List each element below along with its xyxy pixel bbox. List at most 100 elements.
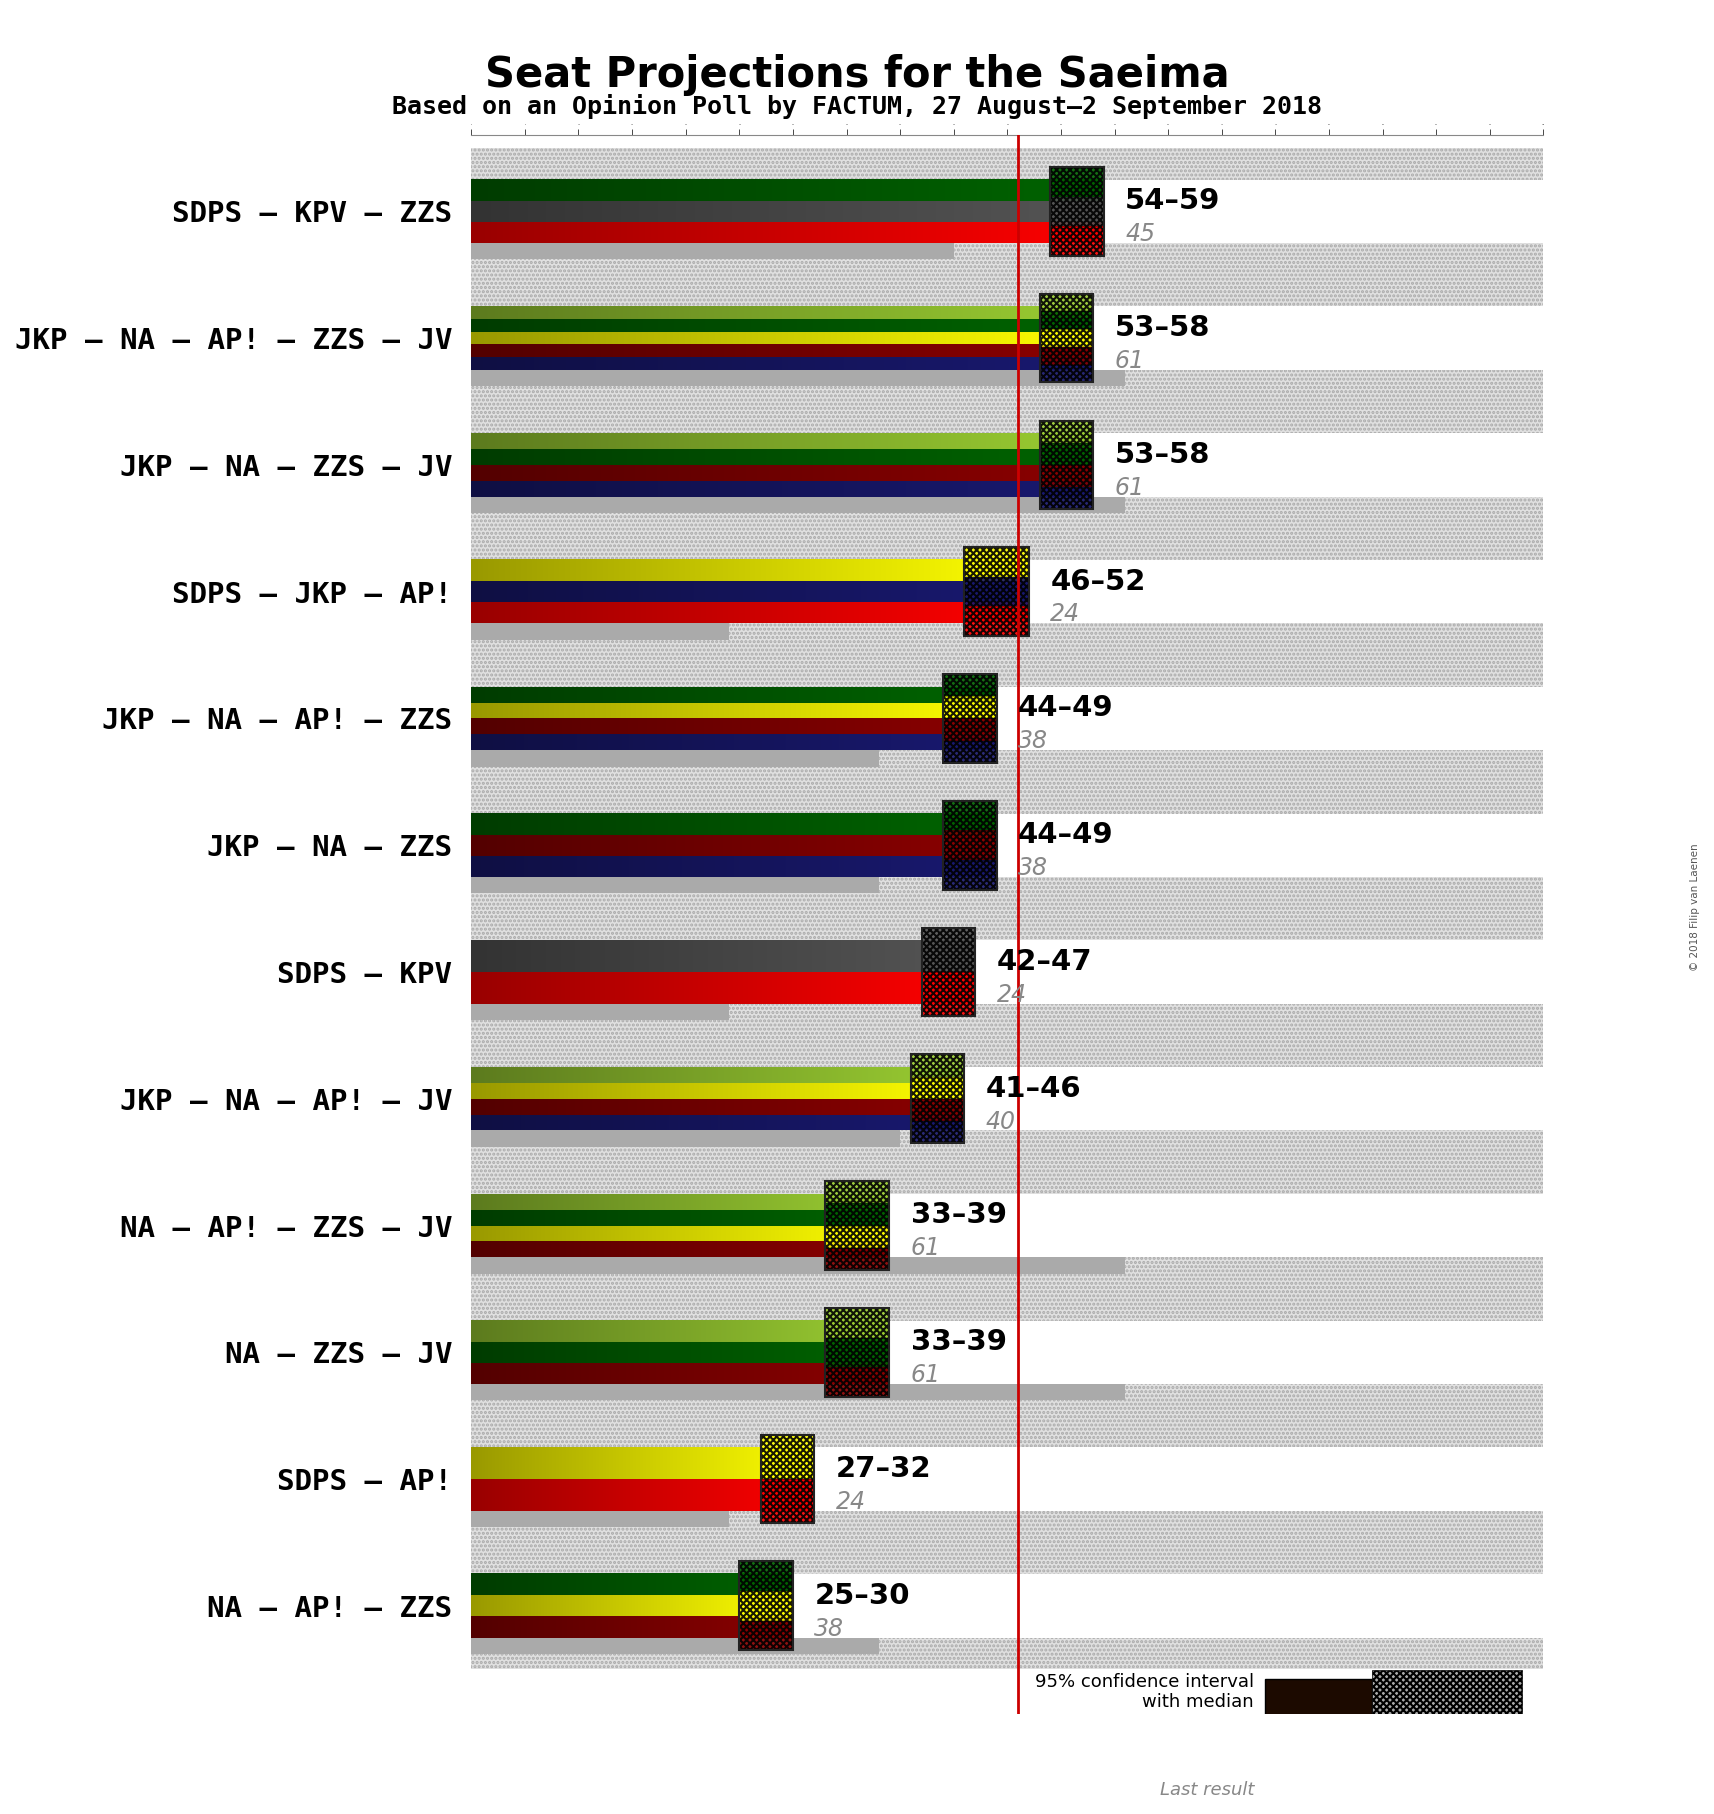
Bar	[943, 675, 996, 697]
Bar	[471, 243, 953, 259]
Bar	[471, 370, 1543, 401]
Bar	[471, 1130, 1543, 1163]
Bar	[471, 782, 1543, 813]
Text: 45: 45	[1126, 221, 1155, 247]
Text: 38: 38	[814, 1616, 845, 1640]
Bar	[471, 1384, 1126, 1400]
Bar	[471, 370, 1126, 386]
Bar	[824, 1308, 890, 1337]
Text: 61: 61	[1114, 348, 1145, 374]
Bar	[965, 548, 1028, 577]
Bar	[471, 1638, 1543, 1669]
Bar	[471, 876, 1543, 909]
Bar	[1039, 464, 1094, 488]
Text: 61: 61	[1114, 475, 1145, 499]
Bar	[471, 655, 1543, 688]
Bar	[471, 401, 1543, 434]
Bar	[1051, 167, 1104, 196]
Text: 27–32: 27–32	[836, 1455, 931, 1482]
Bar	[471, 1003, 1543, 1036]
Text: Based on an Opinion Poll by FACTUM, 27 August–2 September 2018: Based on an Opinion Poll by FACTUM, 27 A…	[393, 94, 1321, 120]
Bar	[965, 577, 1028, 606]
Bar	[739, 1562, 794, 1591]
Bar	[471, 1638, 1543, 1669]
Text: 61: 61	[910, 1362, 941, 1388]
Bar	[965, 548, 1028, 637]
Bar	[922, 927, 975, 972]
Text: 33–39: 33–39	[910, 1201, 1006, 1230]
Bar	[1039, 488, 1094, 510]
Bar	[471, 149, 1543, 180]
Bar	[1051, 196, 1104, 227]
Bar	[471, 1163, 1543, 1194]
Bar	[471, 751, 1543, 782]
Text: Last result: Last result	[1160, 1781, 1255, 1799]
Bar	[471, 1511, 1543, 1542]
Bar	[761, 1478, 814, 1524]
Bar	[943, 860, 996, 889]
Bar	[824, 1308, 890, 1397]
Text: 61: 61	[910, 1237, 941, 1261]
Bar	[943, 800, 996, 889]
Bar	[943, 831, 996, 860]
Bar	[1051, 227, 1104, 256]
Bar	[943, 740, 996, 764]
Bar	[471, 370, 1543, 401]
Text: 95% confidence interval
with median: 95% confidence interval with median	[1035, 1673, 1255, 1711]
Bar	[471, 1511, 728, 1527]
Bar	[471, 528, 1543, 561]
Bar	[943, 675, 996, 764]
Text: Seat Projections for the Saeima: Seat Projections for the Saeima	[485, 54, 1229, 96]
Bar	[471, 274, 1543, 307]
Text: 41–46: 41–46	[986, 1074, 1082, 1103]
Text: 38: 38	[1018, 729, 1047, 753]
Bar	[739, 1562, 794, 1651]
Bar	[471, 909, 1543, 940]
Bar	[471, 1036, 1543, 1067]
Bar	[471, 1036, 1543, 1067]
Bar	[471, 624, 1543, 655]
Bar	[824, 1181, 890, 1203]
Bar	[1265, 1678, 1371, 1736]
Bar	[761, 1435, 814, 1478]
Bar	[943, 800, 996, 831]
Bar	[471, 401, 1543, 434]
Text: 44–49: 44–49	[1018, 822, 1114, 849]
Bar	[910, 1121, 965, 1143]
Bar	[471, 1511, 1543, 1542]
Bar	[471, 909, 1543, 940]
Bar	[1039, 294, 1094, 312]
Bar	[1039, 421, 1094, 443]
Text: 24: 24	[1051, 602, 1080, 626]
Bar	[824, 1181, 890, 1270]
Bar	[471, 497, 1543, 528]
Bar	[471, 497, 1543, 528]
Bar	[1039, 312, 1094, 328]
Text: 24: 24	[996, 983, 1027, 1007]
Bar	[761, 1435, 814, 1524]
Bar	[471, 528, 1543, 561]
Bar	[471, 1003, 1543, 1036]
Bar	[471, 1257, 1126, 1273]
Bar	[471, 1130, 1543, 1163]
Bar	[1039, 443, 1094, 464]
Bar	[471, 1290, 1543, 1321]
Bar	[471, 1384, 1543, 1415]
Bar	[943, 718, 996, 740]
Bar	[471, 1163, 1543, 1194]
Text: 42–47: 42–47	[996, 949, 1092, 976]
Bar	[910, 1054, 965, 1076]
Bar	[471, 149, 1543, 180]
Bar	[824, 1337, 890, 1368]
Bar	[824, 1368, 890, 1397]
Text: © 2018 Filip van Laenen: © 2018 Filip van Laenen	[1690, 844, 1700, 970]
Text: 53–58: 53–58	[1114, 314, 1210, 343]
Text: 33–39: 33–39	[910, 1328, 1006, 1357]
Bar	[922, 927, 975, 1016]
Bar	[1371, 1671, 1522, 1745]
Text: 24: 24	[836, 1489, 866, 1515]
Bar	[965, 606, 1028, 637]
Text: 38: 38	[1018, 856, 1047, 880]
Bar	[471, 243, 1543, 274]
Bar	[1039, 421, 1094, 510]
